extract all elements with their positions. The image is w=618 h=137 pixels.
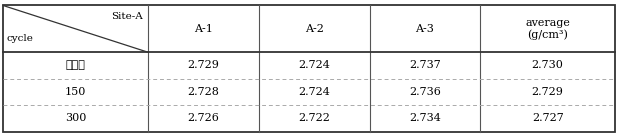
Text: 2.734: 2.734 <box>409 113 441 123</box>
Text: 2.726: 2.726 <box>187 113 219 123</box>
Text: 2.736: 2.736 <box>409 87 441 97</box>
Text: Site-A: Site-A <box>111 12 143 21</box>
Text: 2.728: 2.728 <box>187 87 219 97</box>
Text: 2.737: 2.737 <box>409 60 441 70</box>
Text: 300: 300 <box>65 113 86 123</box>
Text: 2.724: 2.724 <box>298 60 330 70</box>
Text: A-3: A-3 <box>415 24 434 34</box>
Text: 2.729: 2.729 <box>531 87 564 97</box>
Text: cycle: cycle <box>7 34 33 42</box>
Text: A-1: A-1 <box>193 24 213 34</box>
Text: A-2: A-2 <box>305 24 323 34</box>
Text: 2.729: 2.729 <box>187 60 219 70</box>
Text: 2.724: 2.724 <box>298 87 330 97</box>
Text: 초기값: 초기값 <box>66 60 85 70</box>
Text: 2.730: 2.730 <box>531 60 564 70</box>
Text: 150: 150 <box>65 87 86 97</box>
Text: average
(g/cm³): average (g/cm³) <box>525 18 570 40</box>
Text: 2.727: 2.727 <box>532 113 564 123</box>
Text: 2.722: 2.722 <box>298 113 330 123</box>
